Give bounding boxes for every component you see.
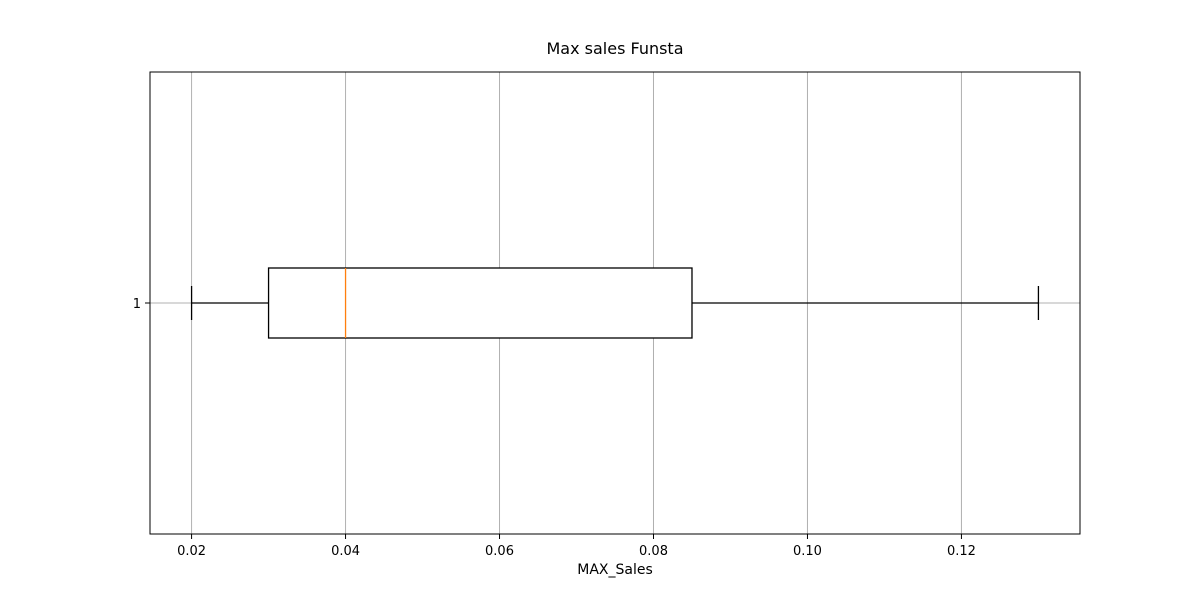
- chart-title: Max sales Funsta: [546, 39, 683, 58]
- y-tick-label: 1: [133, 297, 141, 312]
- x-tick-label: 0.06: [485, 544, 514, 559]
- x-axis-label: MAX_Sales: [577, 562, 653, 578]
- x-tick-label: 0.04: [331, 544, 360, 559]
- interquartile-box: [267, 267, 693, 339]
- x-tick-label: 0.10: [793, 544, 822, 559]
- axis-ticks: 0.02 0.04 0.06 0.08 0.10 0.12 1: [133, 297, 976, 559]
- x-tick-label: 0.08: [639, 544, 668, 559]
- box-plot-marks: [190, 267, 1040, 339]
- x-tick-label: 0.12: [947, 544, 976, 559]
- x-tick-label: 0.02: [177, 544, 206, 559]
